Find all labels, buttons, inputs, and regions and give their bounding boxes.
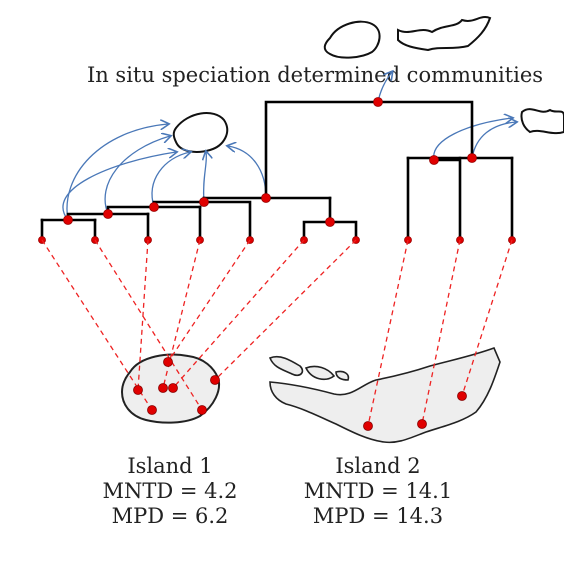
left-island-outline	[172, 112, 229, 153]
internal-node	[149, 202, 159, 212]
island-1-population	[168, 383, 178, 393]
island-1-population	[210, 375, 220, 385]
small-island-outlines	[172, 16, 564, 153]
speciation-arrow	[433, 118, 512, 161]
internal-nodes	[63, 97, 477, 227]
island-1-mpd: MPD = 6.2	[112, 504, 229, 528]
dashed-link	[461, 239, 513, 397]
island-2-mntd: MNTD = 14.1	[304, 479, 452, 503]
speciation-arrow	[66, 124, 168, 221]
internal-node	[429, 155, 439, 165]
internal-node	[199, 197, 209, 207]
speciation-arrow	[151, 152, 190, 208]
island-2-shapes	[268, 346, 501, 444]
island-2-population	[457, 391, 467, 401]
island-1-population	[147, 405, 157, 415]
right-island-outline	[520, 108, 564, 135]
internal-node	[467, 153, 477, 163]
island-2-main-shape	[269, 346, 501, 444]
dashed-link	[137, 239, 149, 391]
tree-branch	[152, 196, 206, 209]
island-2-caption: Island 2 MNTD = 14.1 MPD = 14.3	[304, 454, 452, 528]
dashed-link	[421, 239, 461, 425]
dashed-link	[167, 239, 251, 363]
speciation-arrow	[471, 122, 516, 159]
island-1-population	[163, 357, 173, 367]
island-2-population	[363, 421, 373, 431]
top-island-outline-1	[323, 20, 381, 59]
dashed-link	[41, 239, 153, 411]
tree-root-branch	[264, 100, 474, 200]
internal-node	[325, 217, 335, 227]
island-2-name: Island 2	[335, 454, 420, 478]
island-2-islet	[268, 355, 304, 377]
island-2-population	[417, 419, 427, 429]
dashed-link	[94, 239, 203, 411]
speciation-arrow	[204, 152, 207, 203]
dashed-link	[367, 239, 409, 427]
speciation-arrow	[228, 146, 267, 199]
island-2-islet	[304, 365, 336, 381]
island-2-mpd: MPD = 14.3	[313, 504, 443, 528]
island-1-name: Island 1	[127, 454, 212, 478]
island-1-population	[158, 383, 168, 393]
top-island-outline-2	[397, 16, 492, 52]
island-1-population	[197, 405, 207, 415]
tip-node	[508, 236, 516, 244]
tree-branch	[406, 156, 462, 242]
island-1-caption: Island 1 MNTD = 4.2 MPD = 6.2	[102, 454, 237, 528]
phylogenetic-tree	[40, 100, 514, 242]
tip-nodes	[38, 236, 516, 244]
internal-node	[63, 215, 73, 225]
dashed-link	[172, 239, 305, 389]
speciation-arrow	[104, 136, 170, 215]
internal-node	[103, 209, 113, 219]
speciation-arrows	[62, 72, 516, 221]
speciation-arrow	[62, 152, 176, 221]
island-1-mntd: MNTD = 4.2	[102, 479, 237, 503]
island-1-population	[133, 385, 143, 395]
internal-node	[261, 193, 271, 203]
diagram-title: In situ speciation determined communitie…	[87, 63, 543, 87]
dashed-link	[214, 239, 357, 381]
island-populations	[133, 357, 467, 431]
island-2-islet	[335, 370, 350, 381]
tree-branch	[202, 200, 252, 242]
internal-node	[373, 97, 383, 107]
